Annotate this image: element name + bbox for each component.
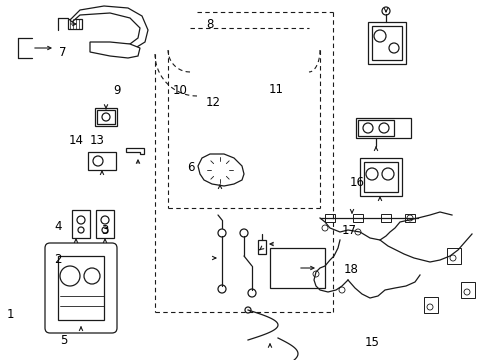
Text: 13: 13 xyxy=(89,134,104,147)
Bar xyxy=(269,248,325,288)
Circle shape xyxy=(84,268,100,284)
Polygon shape xyxy=(126,148,143,154)
Circle shape xyxy=(218,229,225,237)
Text: 2: 2 xyxy=(54,253,61,266)
Circle shape xyxy=(406,215,412,221)
Circle shape xyxy=(354,229,360,235)
Bar xyxy=(95,108,117,126)
Circle shape xyxy=(102,227,108,233)
Bar xyxy=(367,22,405,64)
Circle shape xyxy=(449,255,455,261)
Bar xyxy=(359,158,401,196)
Bar xyxy=(357,120,393,136)
Circle shape xyxy=(218,285,225,293)
Bar xyxy=(258,240,265,254)
Circle shape xyxy=(365,168,377,180)
Bar xyxy=(96,210,114,238)
Text: 10: 10 xyxy=(172,84,187,97)
Bar xyxy=(460,282,474,298)
FancyBboxPatch shape xyxy=(45,243,117,333)
Bar xyxy=(352,214,362,222)
Text: 1: 1 xyxy=(7,309,15,321)
Bar xyxy=(72,210,90,238)
Text: 17: 17 xyxy=(342,224,356,237)
Circle shape xyxy=(378,123,388,133)
Circle shape xyxy=(426,304,432,310)
Polygon shape xyxy=(198,154,244,186)
Circle shape xyxy=(93,156,103,166)
Circle shape xyxy=(312,271,318,277)
Bar xyxy=(380,214,390,222)
Circle shape xyxy=(463,289,469,295)
Circle shape xyxy=(321,225,327,231)
Circle shape xyxy=(247,289,256,297)
Bar xyxy=(355,118,410,138)
Text: 3: 3 xyxy=(101,224,109,237)
Circle shape xyxy=(362,123,372,133)
Circle shape xyxy=(77,216,85,224)
Bar xyxy=(363,162,397,192)
Circle shape xyxy=(209,160,229,180)
Text: 16: 16 xyxy=(349,176,364,189)
Circle shape xyxy=(78,227,84,233)
Polygon shape xyxy=(70,6,148,52)
Bar xyxy=(446,248,460,264)
Circle shape xyxy=(102,113,110,121)
Bar xyxy=(404,214,414,222)
Bar xyxy=(88,152,116,170)
Bar xyxy=(325,214,334,222)
Circle shape xyxy=(388,43,398,53)
Bar xyxy=(423,297,437,313)
Circle shape xyxy=(373,30,385,42)
Circle shape xyxy=(101,216,109,224)
Text: 15: 15 xyxy=(364,336,378,348)
Text: 6: 6 xyxy=(186,161,194,174)
Circle shape xyxy=(215,165,224,175)
Polygon shape xyxy=(90,42,140,58)
Circle shape xyxy=(381,7,389,15)
Bar xyxy=(58,256,104,320)
Text: 11: 11 xyxy=(268,83,283,96)
Bar xyxy=(371,26,401,60)
Bar xyxy=(68,19,82,29)
Text: 7: 7 xyxy=(59,46,66,59)
Text: 5: 5 xyxy=(60,334,67,347)
Text: 12: 12 xyxy=(205,96,220,109)
Circle shape xyxy=(244,307,250,313)
Circle shape xyxy=(240,229,247,237)
Text: 18: 18 xyxy=(343,263,358,276)
Text: 14: 14 xyxy=(68,134,83,147)
Circle shape xyxy=(60,266,80,286)
Circle shape xyxy=(381,168,393,180)
Text: 9: 9 xyxy=(113,84,121,97)
Text: 8: 8 xyxy=(206,18,214,31)
Circle shape xyxy=(338,287,345,293)
Text: 4: 4 xyxy=(54,220,61,233)
Bar xyxy=(97,110,115,124)
